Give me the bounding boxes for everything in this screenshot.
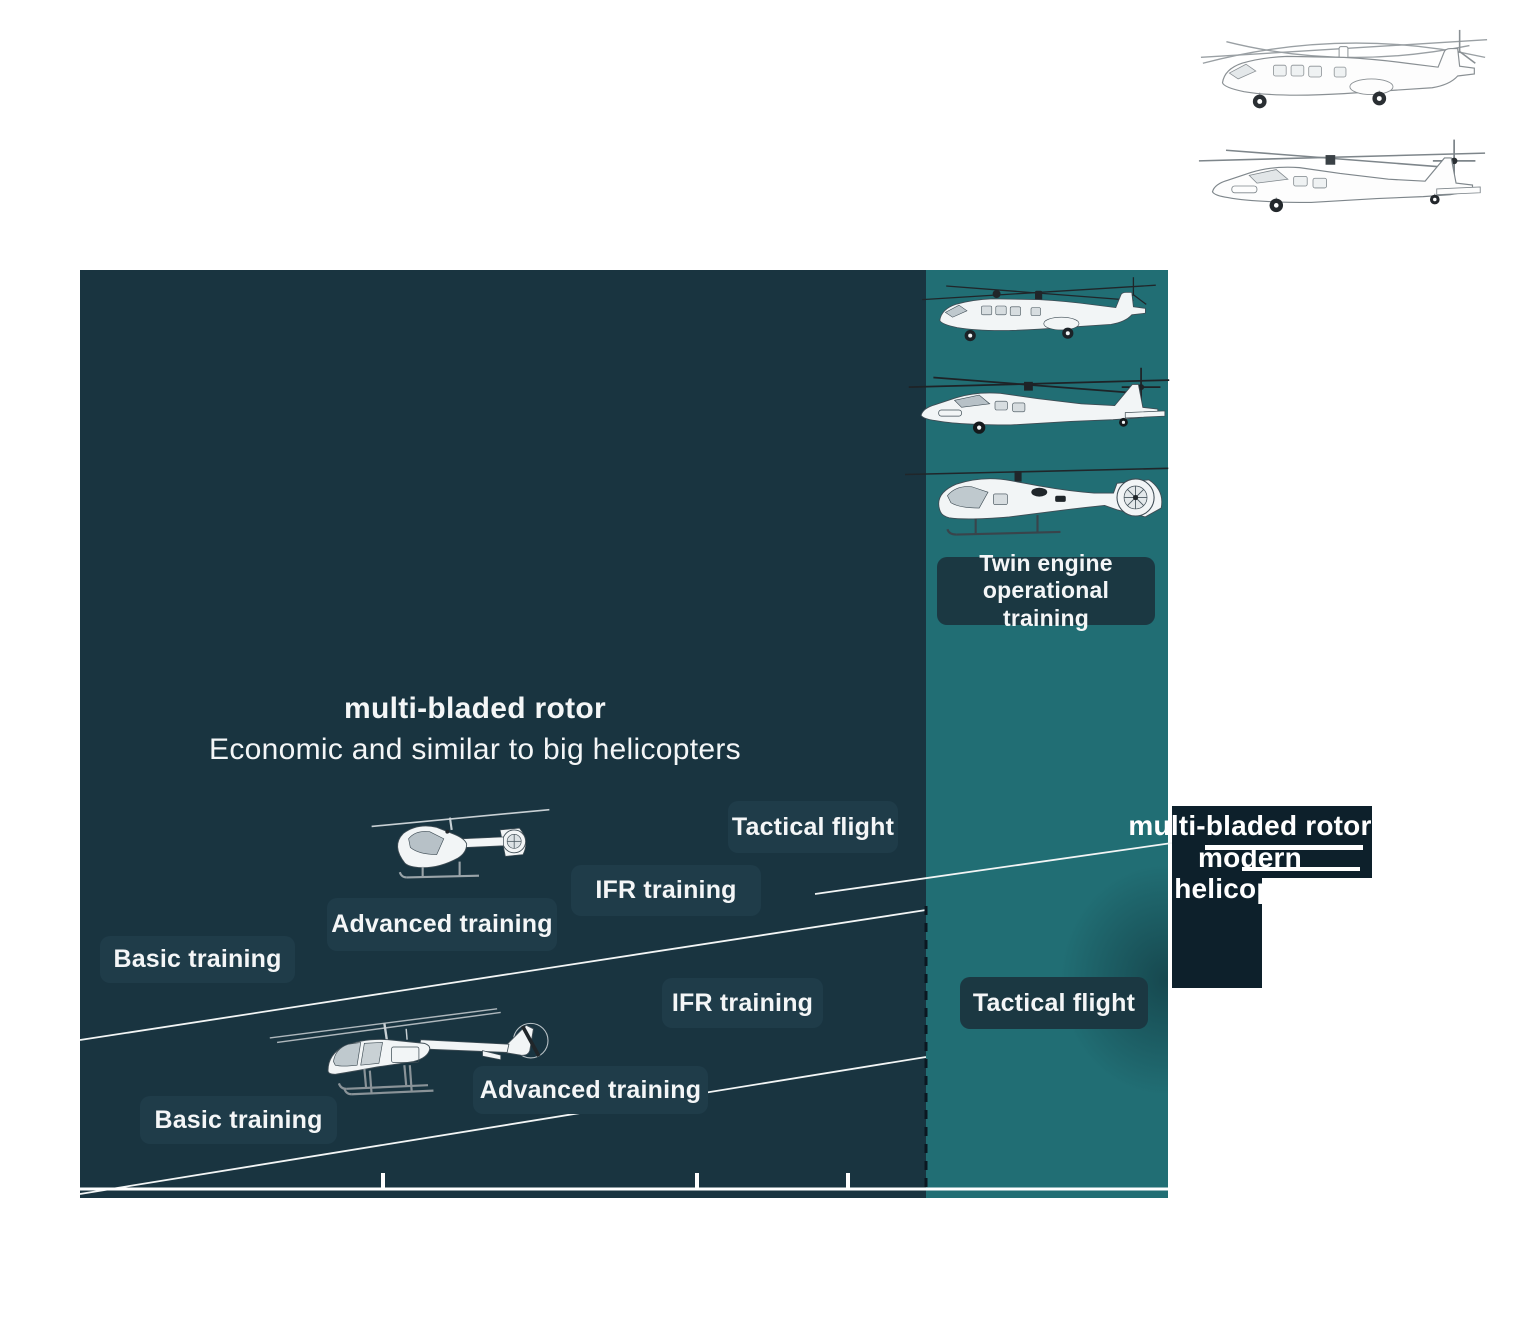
cutout-artifact: [1205, 845, 1363, 850]
label-tactical-flight-upper: Tactical flight: [728, 801, 898, 853]
black-hawk-icon: [908, 367, 1170, 434]
ec135-icon: [905, 467, 1169, 536]
label-basic-training-lower: Basic training: [140, 1096, 337, 1144]
black-hawk-lineart-icon: [1198, 139, 1486, 213]
cabri-trainer-icon: [371, 808, 550, 879]
headline-block: multi-bladed rotor Economic and similar …: [120, 692, 830, 767]
label-advanced-training-upper: Advanced training: [327, 898, 557, 951]
label-advanced-training-lower: Advanced training: [473, 1066, 708, 1114]
right-note-dark-column: [1172, 878, 1262, 988]
cutout-artifact: [1242, 867, 1360, 871]
label-ifr-training-lower: IFR training: [662, 978, 823, 1028]
label-basic-training-upper: Basic training: [100, 936, 295, 983]
teal-column-panel: [926, 270, 1168, 1198]
right-note-dark-band: [1172, 806, 1372, 878]
right-note-line2: modern helicopters: [1174, 841, 1326, 905]
label-twin-engine-operational-training: Twin engine operational training: [937, 550, 1155, 631]
right-note-line1: multi-bladed rotor: [1128, 810, 1372, 841]
super-puma-lineart-icon: [1200, 29, 1488, 109]
headline-title: multi-bladed rotor: [343, 692, 607, 725]
label-tactical-flight-lower: Tactical flight: [960, 977, 1148, 1029]
right-note: multi-bladed rotor modern helicopters: [1124, 810, 1376, 905]
headline-subtitle: Economic and similar to big helicopters: [209, 733, 741, 766]
twin-engine-label-text: Twin engine operational training: [979, 549, 1113, 631]
label-ifr-training-upper: IFR training: [571, 865, 761, 916]
dark-background-panel: [80, 270, 926, 1198]
super-puma-icon: [922, 277, 1156, 342]
